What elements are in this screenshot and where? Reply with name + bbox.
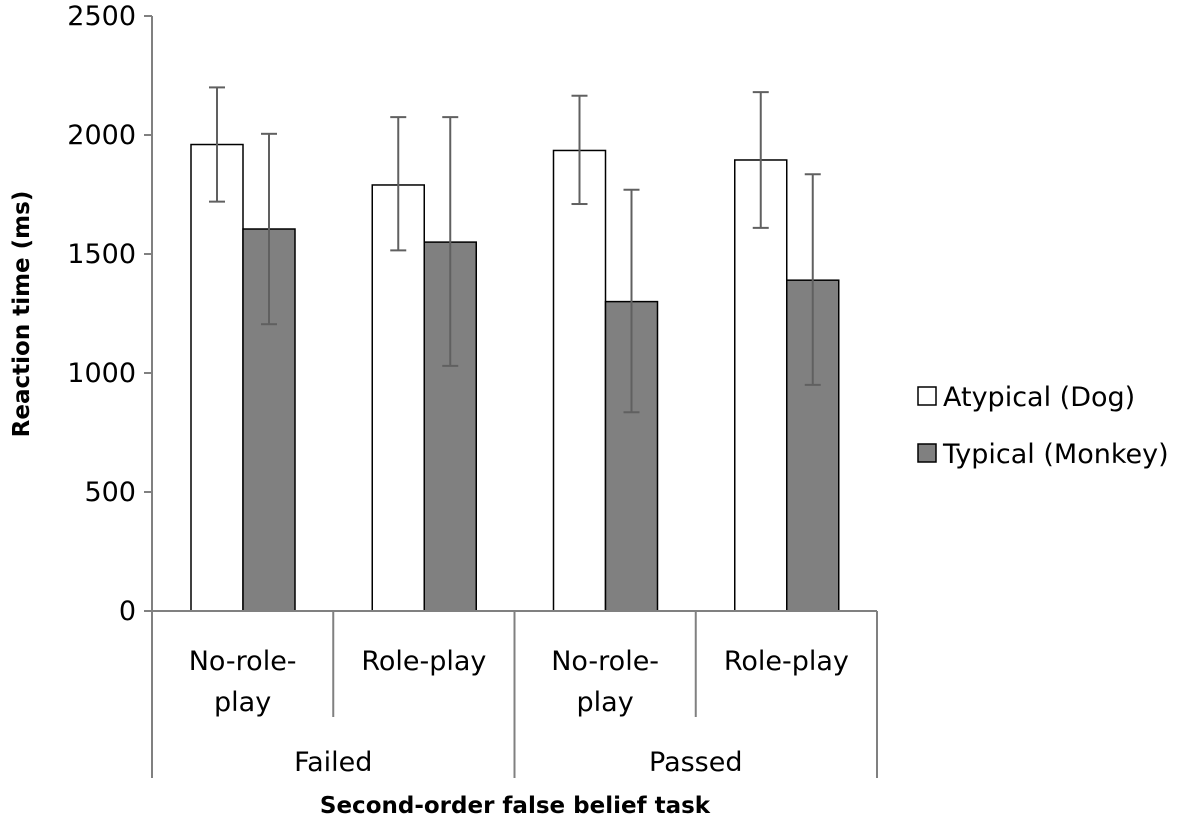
legend-swatch [917, 443, 937, 463]
legend-label: Atypical (Dog) [943, 382, 1135, 413]
y-tick-label: 2000 [67, 120, 136, 151]
legend-label: Typical (Monkey) [942, 439, 1169, 470]
y-tick-label: 1500 [67, 239, 136, 270]
y-tick-label: 500 [84, 477, 136, 508]
category-label: Role-play [724, 646, 849, 677]
bar [552, 149, 607, 612]
y-tick-label: 1000 [67, 358, 136, 389]
legend: Atypical (Dog) Typical (Monkey) [917, 382, 1169, 470]
category-label: Role-play [361, 646, 486, 677]
bar [190, 143, 244, 612]
y-axis: 0 500 1000 1500 2000 2500 [67, 1, 153, 627]
y-axis-title: Reaction time (ms) [9, 191, 35, 438]
legend-swatch [917, 386, 937, 406]
group-label: Passed [649, 747, 743, 778]
bar [734, 159, 788, 612]
category-label: No-role- [189, 646, 297, 677]
y-tick-label: 2500 [67, 1, 136, 32]
x-axis: No-role-play Role-play Failed No-role-play R… [151, 610, 878, 778]
category-label: No-role- [551, 646, 659, 677]
error-bars [209, 86, 821, 414]
bars [190, 143, 840, 612]
y-tick-label: 0 [119, 596, 136, 627]
x-axis-title: Second-order false belief task [320, 793, 711, 819]
category-label: play [577, 687, 634, 718]
group-label: Failed [294, 747, 372, 778]
category-label: play [214, 687, 271, 718]
